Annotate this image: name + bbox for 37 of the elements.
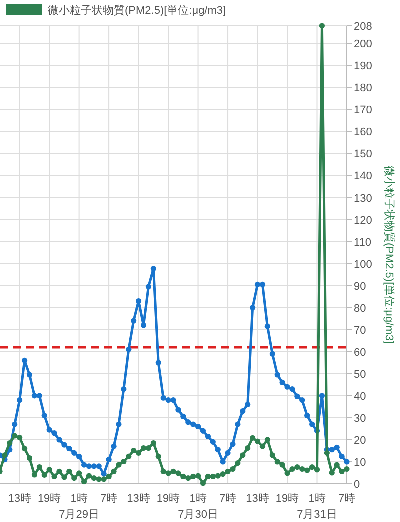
- x-tick-label: 1時 7月30日: [178, 492, 218, 521]
- y-tick-label: 20: [354, 434, 366, 447]
- y-tick-label: 130: [354, 192, 372, 205]
- y-tick-label: 150: [354, 148, 372, 161]
- x-tick-label: 19時: [276, 492, 300, 505]
- x-tick-label: 13時: [246, 492, 270, 505]
- y-tick-label: 160: [354, 126, 372, 139]
- y-tick-label: 100: [354, 258, 372, 271]
- x-tick-label: 1時 7月29日: [59, 492, 100, 521]
- x-tick-label: 7時: [338, 492, 356, 505]
- y-tick-label: 80: [354, 302, 366, 315]
- x-tick-label: 13時: [127, 492, 150, 505]
- y-tick-label: 180: [354, 82, 372, 95]
- y-tick-label: 0: [354, 479, 360, 491]
- y-tick-label: 50: [354, 368, 366, 381]
- x-tick-label: 7時: [100, 492, 118, 505]
- y-tick-label: 170: [354, 104, 372, 117]
- y-tick-label: 200: [354, 38, 372, 51]
- y-tick-label: 120: [354, 214, 372, 227]
- x-tick-label: 1時 7月31日: [297, 492, 338, 521]
- y-tick-label: 190: [354, 60, 372, 73]
- y-axis-title: 微小粒子状物質(PM2.5)[単位:μg/m3]: [383, 166, 396, 344]
- legend: 微小粒子状物質(PM2.5)[単位:μg/m3]: [6, 4, 226, 17]
- x-tick-label: 19時: [38, 492, 62, 505]
- y-tick-label: 40: [354, 390, 366, 403]
- y-tick-label: 90: [354, 280, 366, 293]
- x-tick-label: 7時: [219, 492, 237, 505]
- y-tick-label: 10: [354, 456, 366, 469]
- y-tick-label: 140: [354, 170, 372, 183]
- y-tick-label: 110: [354, 236, 372, 249]
- y-tick-label: 208: [354, 21, 372, 33]
- y-tick-label: 70: [354, 324, 366, 337]
- y-tick-label: 30: [354, 412, 366, 425]
- legend-label: 微小粒子状物質(PM2.5)[単位:μg/m3]: [48, 4, 226, 17]
- y-tick-label: 60: [354, 346, 366, 359]
- x-tick-label: 19時: [156, 492, 180, 505]
- x-tick-label: 13時: [8, 492, 32, 505]
